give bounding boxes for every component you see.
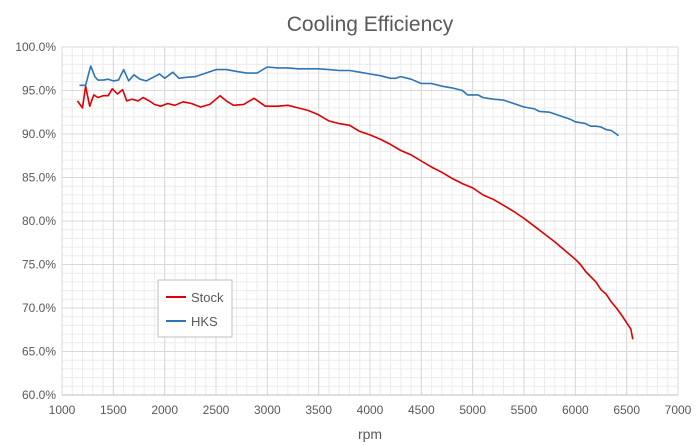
series-line-hks	[79, 65, 620, 137]
x-tick-label: 5500	[511, 403, 538, 417]
x-tick-label: 5000	[459, 403, 486, 417]
x-tick-label: 6500	[613, 403, 640, 417]
x-tick-label: 2000	[151, 403, 178, 417]
chart-title: Cooling Efficiency	[287, 13, 454, 36]
y-tick-label: 60.0%	[22, 388, 56, 402]
y-tick-label: 75.0%	[22, 258, 56, 272]
x-tick-label: 1500	[100, 403, 127, 417]
legend-label-hks: HKS	[191, 314, 218, 329]
y-tick-label: 85.0%	[22, 171, 56, 185]
y-tick-label: 80.0%	[22, 214, 56, 228]
x-tick-label: 3000	[254, 403, 281, 417]
legend-label-stock: Stock	[191, 290, 224, 305]
legend: Stock HKS	[157, 279, 233, 338]
x-tick-label: 2500	[203, 403, 230, 417]
y-tick-label: 95.0%	[22, 84, 56, 98]
y-axis-tick-labels: 60.0% 65.0% 70.0% 75.0% 80.0% 85.0% 90.0% 95.0%…	[15, 40, 56, 402]
series-lines	[76, 65, 634, 340]
x-tick-label: 4000	[357, 403, 384, 417]
y-tick-label: 100.0%	[15, 40, 56, 54]
x-tick-label: 3500	[305, 403, 332, 417]
x-axis-title: rpm	[358, 426, 382, 442]
x-axis-tick-labels: 1000 1500 2000 2500 3000 3500 4000 4500 5000 5500…	[49, 403, 692, 417]
y-tick-label: 65.0%	[22, 345, 56, 359]
y-tick-label: 90.0%	[22, 127, 56, 141]
series-line-stock	[76, 85, 634, 340]
x-tick-label: 1000	[49, 403, 76, 417]
x-tick-label: 7000	[665, 403, 692, 417]
legend-box	[157, 279, 233, 338]
y-tick-label: 70.0%	[22, 301, 56, 315]
x-tick-label: 6000	[562, 403, 589, 417]
x-tick-label: 4500	[408, 403, 435, 417]
